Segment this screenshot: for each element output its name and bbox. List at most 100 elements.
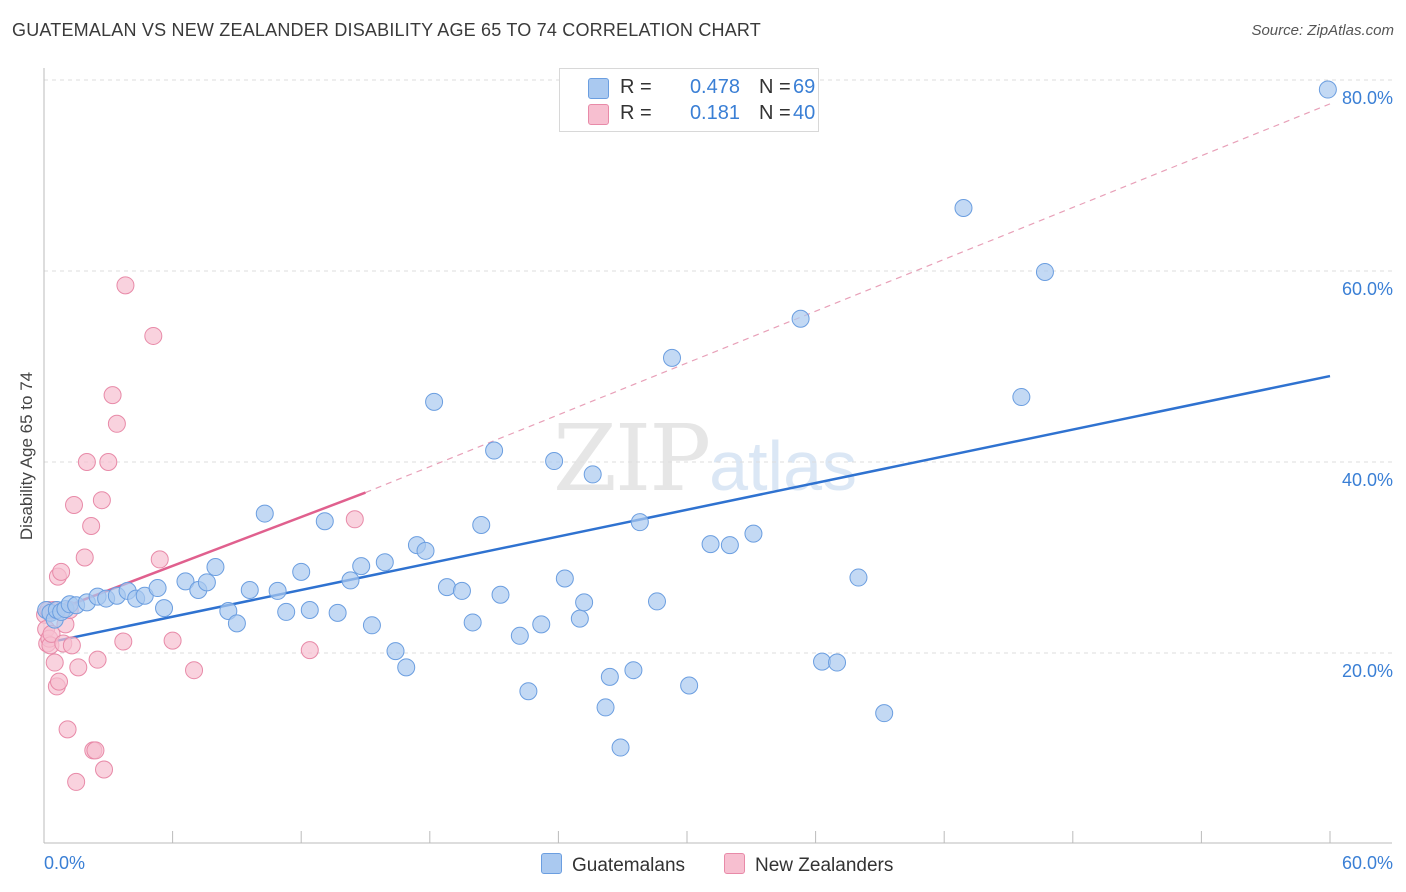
guatemalan-point <box>1035 262 1054 281</box>
new-zealander-point <box>144 326 163 345</box>
guatemalan-point <box>791 309 810 328</box>
new-zealander-point <box>69 658 88 677</box>
guatemalan-point <box>701 535 720 554</box>
guatemalan-point <box>954 198 973 217</box>
guatemalan-point <box>155 599 174 618</box>
legend-item-guatemalans: Guatemalans <box>541 853 685 877</box>
x-tick-label-max: 60.0% <box>1342 853 1393 873</box>
guatemalan-point <box>206 558 225 577</box>
guatemalan-point <box>176 572 195 591</box>
guatemalan-point <box>828 653 847 672</box>
new-zealander-point <box>103 386 122 405</box>
guatemalan-point <box>328 603 347 622</box>
new-zealander-point <box>52 562 71 581</box>
guatemalan-points <box>37 80 1337 757</box>
guatemalan-point <box>300 601 319 620</box>
guatemalan-point <box>813 652 832 671</box>
guatemalan-point <box>425 392 444 411</box>
new-zealander-point <box>75 548 94 567</box>
watermark: ZIPatlas <box>553 405 857 512</box>
new-zealander-point <box>58 720 77 739</box>
guatemalan-point <box>630 513 649 532</box>
guatemalan-point <box>519 682 538 701</box>
new-zealander-point <box>50 672 69 691</box>
guatemalan-point <box>1012 388 1031 407</box>
guatemalan-point <box>197 573 216 592</box>
pink-swatch <box>588 104 609 125</box>
y-tick-label: 40.0% <box>1342 470 1393 490</box>
guatemalan-point <box>596 698 615 717</box>
new-zealander-point <box>150 550 169 569</box>
blue-swatch <box>588 78 609 99</box>
guatemalan-point <box>575 593 594 612</box>
trend-lines <box>43 103 1331 645</box>
legend-label: Guatemalans <box>572 855 686 876</box>
watermark-atlas: atlas <box>709 427 858 505</box>
new-zealander-point <box>86 741 105 760</box>
legend-r-value: 0.181 <box>689 102 740 124</box>
y-tick-label: 60.0% <box>1342 279 1393 299</box>
guatemalan-point <box>545 452 564 471</box>
legend-n-label: N = <box>759 76 791 98</box>
pink-swatch <box>724 853 745 874</box>
new-zealander-point <box>300 641 319 660</box>
guatemalan-point <box>1318 80 1337 99</box>
guatemalan-point <box>555 569 574 588</box>
new-zealander-trend-extension <box>365 103 1331 494</box>
legend-item-new-zealanders: New Zealanders <box>724 853 893 877</box>
guatemalan-point <box>362 616 381 635</box>
guatemalan-point <box>875 704 894 723</box>
guatemalan-point <box>341 571 360 590</box>
y-tick-label: 80.0% <box>1342 88 1393 108</box>
legend-n-label: N = <box>759 102 791 124</box>
correlation-legend: R = 0.478 N = 69 R = 0.181 N = 40 <box>559 68 819 132</box>
guatemalan-point <box>416 541 435 560</box>
guatemalan-trend-line <box>43 374 1331 645</box>
legend-r-value: 0.478 <box>689 76 740 98</box>
new-zealander-point <box>82 516 101 535</box>
new-zealander-point <box>163 631 182 650</box>
guatemalan-point <box>292 562 311 581</box>
new-zealander-point <box>62 636 81 655</box>
guatemalan-point <box>472 516 491 535</box>
guatemalan-point <box>397 658 416 677</box>
guatemalan-point <box>315 512 334 531</box>
new-zealander-point <box>88 650 107 669</box>
guatemalan-point <box>437 578 456 597</box>
guatemalan-point <box>583 465 602 484</box>
axes <box>43 68 1392 844</box>
new-zealander-points <box>36 276 364 791</box>
guatemalan-point <box>219 601 238 620</box>
new-zealander-point <box>116 276 135 295</box>
guatemalan-point <box>386 642 405 661</box>
guatemalan-point <box>647 592 666 611</box>
chart-title: GUATEMALAN VS NEW ZEALANDER DISABILITY A… <box>12 20 761 40</box>
guatemalan-point <box>849 568 868 587</box>
legend-n-value: 69 <box>793 76 816 98</box>
guatemalan-point <box>510 626 529 645</box>
blue-swatch <box>541 853 562 874</box>
new-zealander-point <box>67 772 86 791</box>
legend-label: New Zealanders <box>755 855 894 876</box>
new-zealander-point <box>185 661 204 680</box>
new-zealander-point <box>45 653 64 672</box>
new-zealander-point <box>345 510 364 529</box>
guatemalan-point <box>680 676 699 695</box>
new-zealander-point <box>77 453 96 471</box>
guatemalan-point <box>352 557 371 576</box>
guatemalan-point <box>452 581 471 600</box>
guatemalan-point <box>277 602 296 621</box>
new-zealander-point <box>114 632 133 651</box>
guatemalan-point <box>600 667 619 686</box>
guatemalan-point <box>720 536 739 555</box>
guatemalan-point <box>240 580 259 599</box>
new-zealander-point <box>107 414 126 433</box>
legend-r-label: R = <box>620 76 652 98</box>
tick-labels: 20.0% 40.0% 60.0% 80.0% 0.0% 60.0% <box>44 88 1393 873</box>
y-tick-label: 20.0% <box>1342 661 1393 681</box>
guatemalan-point <box>463 613 482 632</box>
guatemalan-point <box>624 661 643 680</box>
guatemalan-point <box>485 441 504 460</box>
guatemalan-point <box>268 581 287 600</box>
